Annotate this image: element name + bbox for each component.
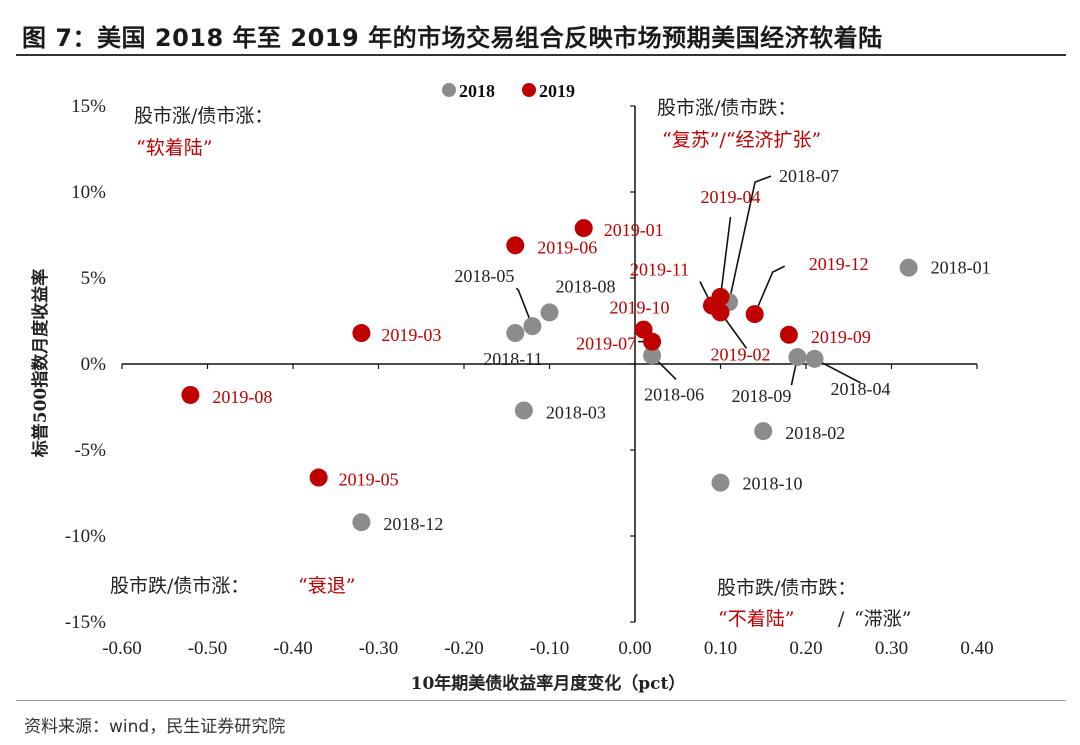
point-label-2018-07: 2018-07 bbox=[779, 166, 839, 186]
point-2019-10 bbox=[634, 320, 653, 339]
x-tick-label: -0.50 bbox=[188, 638, 228, 659]
title-divider bbox=[16, 54, 1066, 56]
chart-ticks: -0.60 -0.50 -0.40 -0.30 -0.20 -0.10 0.00 0.10 0.… bbox=[65, 96, 994, 659]
leader-2018-07 bbox=[728, 175, 772, 303]
x-tick-label: -0.40 bbox=[273, 638, 313, 659]
point-label-2018-11: 2018-11 bbox=[483, 349, 542, 369]
point-2019-11 bbox=[702, 296, 721, 315]
point-label-2019-07: 2019-07 bbox=[576, 334, 636, 354]
y-tick-label: -10% bbox=[65, 526, 106, 547]
point-2018-12 bbox=[352, 513, 371, 532]
legend-label-2019: 2019 bbox=[539, 81, 575, 101]
x-tick-label: 0.20 bbox=[789, 638, 822, 659]
point-label-2018-04: 2018-04 bbox=[831, 379, 891, 399]
point-2018-04 bbox=[805, 349, 824, 368]
x-tick-label: -0.60 bbox=[102, 638, 142, 659]
point-label-2018-10: 2018-10 bbox=[743, 474, 803, 494]
point-label-2019-01: 2019-01 bbox=[604, 220, 664, 240]
legend-marker-2019 bbox=[522, 83, 536, 97]
point-2019-08 bbox=[181, 385, 200, 404]
point-label-2018-01: 2018-01 bbox=[931, 258, 991, 278]
leader-2018-05 bbox=[515, 287, 534, 327]
leader-2019-04 bbox=[719, 216, 732, 298]
point-2019-01 bbox=[574, 219, 593, 238]
point-labels: 2018-01 2018-02 2018-03 2018-04 2018-05 2018-… bbox=[212, 166, 990, 534]
point-label-2019-09: 2019-09 bbox=[811, 327, 871, 347]
y-tick-label: 5% bbox=[81, 268, 107, 289]
point-label-2018-09: 2018-09 bbox=[731, 386, 791, 406]
point-label-2018-06: 2018-06 bbox=[644, 384, 704, 404]
point-label-2019-06: 2019-06 bbox=[537, 237, 597, 257]
point-label-2019-08: 2019-08 bbox=[212, 387, 272, 407]
x-tick-label: -0.10 bbox=[530, 638, 570, 659]
quadrant-bottom-right-title: 股市跌/债市跌： bbox=[717, 577, 856, 599]
scatter-chart: -0.60 -0.50 -0.40 -0.30 -0.20 -0.10 0.00 0.10 0.… bbox=[30, 81, 994, 694]
y-tick-label: -15% bbox=[65, 612, 106, 633]
quadrant-bottom-right-label-b: “滞涨” bbox=[854, 608, 911, 630]
point-label-2019-10: 2019-10 bbox=[610, 298, 670, 318]
y-tick-label: 15% bbox=[71, 96, 106, 117]
data-points bbox=[181, 219, 918, 532]
point-2019-09 bbox=[779, 325, 798, 344]
x-tick-label: 0.40 bbox=[960, 638, 993, 659]
legend-label-2018: 2018 bbox=[459, 81, 495, 101]
point-2018-03 bbox=[514, 401, 533, 420]
point-2018-05 bbox=[523, 317, 542, 336]
quadrant-bottom-left: 股市跌/债市涨： “衰退” bbox=[110, 575, 355, 597]
x-tick-label: 0.10 bbox=[704, 638, 737, 659]
point-2018-01 bbox=[899, 258, 918, 277]
point-label-2018-02: 2018-02 bbox=[785, 423, 845, 443]
point-2019-06 bbox=[506, 236, 525, 255]
point-label-2019-03: 2019-03 bbox=[381, 325, 441, 345]
point-2018-11 bbox=[506, 324, 525, 343]
y-tick-label: 0% bbox=[81, 354, 107, 375]
legend-marker-2018 bbox=[442, 83, 456, 97]
point-2019-03 bbox=[352, 324, 371, 343]
page-title: 图 7：美国 2018 年至 2019 年的市场交易组合反映市场预期美国经济软着… bbox=[22, 24, 883, 52]
point-2019-12 bbox=[745, 305, 764, 324]
x-tick-label: 0.00 bbox=[618, 638, 651, 659]
point-label-2019-02: 2019-02 bbox=[711, 344, 771, 364]
quadrant-top-left-label: “软着陆” bbox=[136, 137, 212, 159]
quadrant-bottom-left-title: 股市跌/债市涨： bbox=[110, 575, 249, 597]
footer-divider bbox=[16, 700, 1066, 701]
x-tick-label: -0.20 bbox=[444, 638, 484, 659]
point-2018-08 bbox=[540, 303, 559, 322]
quadrant-top-right-title: 股市涨/债市跌： bbox=[657, 97, 796, 119]
x-axis-label: 10年期美债收益率月度变化（pct） bbox=[411, 673, 686, 694]
point-2018-10 bbox=[711, 473, 730, 492]
quadrant-bottom-right-label-a: “不着陆” bbox=[718, 608, 794, 630]
point-label-2019-12: 2019-12 bbox=[809, 254, 869, 274]
point-label-2019-04: 2019-04 bbox=[701, 187, 761, 207]
leader-2019-12 bbox=[753, 265, 786, 315]
point-label-2018-03: 2018-03 bbox=[546, 402, 606, 422]
point-label-2018-12: 2018-12 bbox=[383, 514, 443, 534]
point-2018-06 bbox=[643, 346, 662, 365]
quadrant-bottom-left-label: “衰退” bbox=[298, 575, 355, 597]
x-tick-label: -0.30 bbox=[359, 638, 399, 659]
quadrant-top-left-title: 股市涨/债市涨： bbox=[134, 105, 273, 127]
y-tick-label: 10% bbox=[71, 182, 106, 203]
quadrant-top-left: 股市涨/债市涨： “软着陆” bbox=[134, 105, 273, 159]
quadrant-top-right-label: “复苏”/“经济扩张” bbox=[662, 129, 821, 151]
legend: 2018 2019 bbox=[442, 81, 575, 101]
point-label-2018-08: 2018-08 bbox=[556, 276, 616, 296]
point-label-2019-11: 2019-11 bbox=[630, 260, 689, 280]
y-tick-label: -5% bbox=[74, 440, 106, 461]
point-label-2018-05: 2018-05 bbox=[454, 266, 514, 286]
point-label-2019-05: 2019-05 bbox=[339, 470, 399, 490]
source-note: 资料来源：wind，民生证券研究院 bbox=[24, 717, 286, 737]
quadrant-top-right: 股市涨/债市跌： “复苏”/“经济扩张” bbox=[657, 97, 821, 151]
point-2018-02 bbox=[754, 422, 773, 441]
quadrant-bottom-right-sep: / bbox=[838, 608, 845, 630]
y-axis-label: 标普500指数月度收益率 bbox=[30, 269, 51, 458]
point-2019-05 bbox=[309, 468, 328, 487]
x-tick-label: 0.30 bbox=[875, 638, 908, 659]
point-2018-09 bbox=[788, 348, 807, 367]
quadrant-bottom-right: 股市跌/债市跌： “不着陆” / “滞涨” bbox=[717, 577, 911, 630]
